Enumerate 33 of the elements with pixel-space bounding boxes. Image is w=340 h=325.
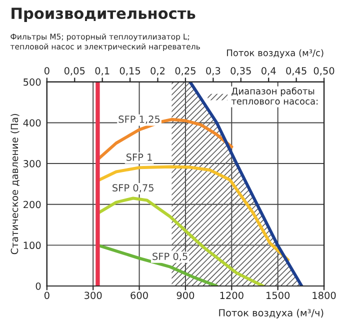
y-axis-title: Статическое давление (Па) bbox=[10, 114, 20, 254]
x2-tick-label: 0,50 bbox=[314, 67, 334, 76]
x2-tick-label: 0,2 bbox=[150, 67, 165, 76]
x2-tick-label: 0,25 bbox=[175, 67, 196, 76]
x-tick-label: 300 bbox=[84, 292, 102, 300]
x2-tick-label: 0,4 bbox=[262, 67, 276, 76]
x2-tick-label: 0,35 bbox=[230, 67, 251, 76]
x-axis-title: Поток воздуха (м³/ч) bbox=[219, 308, 324, 318]
x-tick-label: 1200 bbox=[220, 292, 244, 300]
x-tick-label: 900 bbox=[176, 292, 194, 300]
x2-tick-label: 0,05 bbox=[64, 67, 85, 76]
y-tick-label: 100 bbox=[24, 242, 41, 250]
series-label: SFP 0,5 bbox=[152, 252, 188, 262]
y-tick-label: 400 bbox=[23, 119, 41, 127]
series-label: SFP 1 bbox=[126, 154, 152, 161]
x-tick-label: 1500 bbox=[266, 292, 290, 300]
x2-tick-label: 0 bbox=[44, 67, 50, 74]
y-tick-label: 300 bbox=[24, 160, 41, 168]
x2-tick-label: 0,1 bbox=[95, 67, 110, 76]
x2-tick-label: 0,15 bbox=[120, 67, 140, 76]
y-tick-label: 500 bbox=[24, 78, 41, 86]
x-tick-label: 1800 bbox=[312, 292, 336, 300]
chart-title: Производительность bbox=[12, 8, 196, 22]
band-label: Диапазон работы теплового насоса: bbox=[231, 87, 318, 105]
y-tick-label: 200 bbox=[24, 200, 41, 208]
x2-tick-label: 0,45 bbox=[286, 67, 306, 76]
x-tick-label: 600 bbox=[130, 292, 148, 300]
x2-axis-title: Поток воздуха (м³/с) bbox=[227, 49, 324, 58]
y-tick-label: 0 bbox=[36, 282, 41, 290]
x-tick-label: 0 bbox=[44, 292, 50, 300]
series-label: SFP 0,75 bbox=[112, 184, 154, 192]
series-label: SFP 1,25 bbox=[118, 116, 160, 124]
x2-tick-label: 0,3 bbox=[206, 67, 220, 76]
